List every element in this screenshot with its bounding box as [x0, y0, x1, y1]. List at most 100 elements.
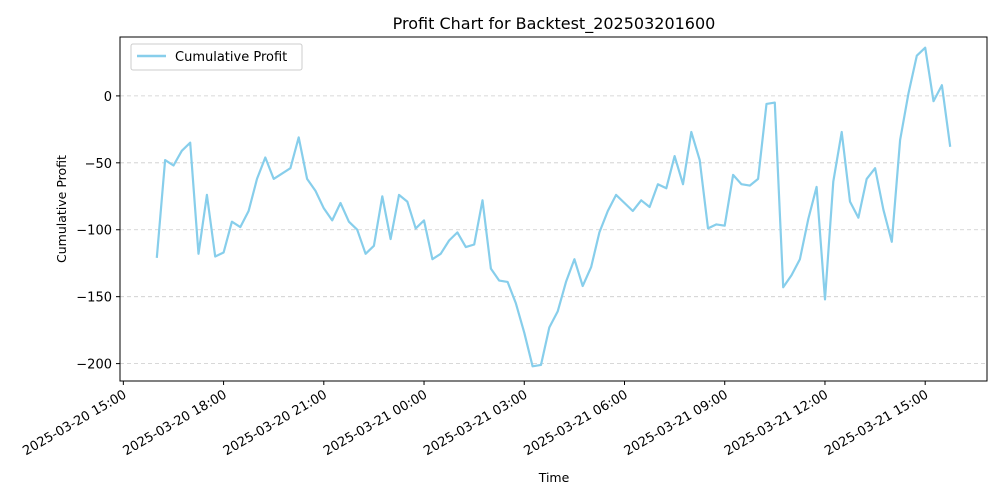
- data-point: [816, 186, 818, 188]
- data-point: [431, 258, 433, 260]
- data-point: [315, 190, 317, 192]
- plot-frame: [119, 36, 988, 382]
- data-point: [256, 178, 258, 180]
- data-point: [824, 298, 826, 300]
- grid-lines: [120, 95, 987, 364]
- data-point: [766, 103, 768, 105]
- data-point: [365, 253, 367, 255]
- data-point: [949, 146, 951, 148]
- data-point: [381, 195, 383, 197]
- data-point: [231, 221, 233, 223]
- data-point: [682, 183, 684, 185]
- data-point: [406, 201, 408, 203]
- data-point: [548, 327, 550, 329]
- data-point: [707, 227, 709, 229]
- data-point: [273, 178, 275, 180]
- data-point: [590, 266, 592, 268]
- data-point: [573, 258, 575, 260]
- data-point: [757, 178, 759, 180]
- data-point: [248, 210, 250, 212]
- x-tick-label: 2025-03-21 09:00: [622, 387, 731, 459]
- data-point: [440, 253, 442, 255]
- legend-box: [130, 43, 303, 71]
- data-point: [482, 199, 484, 201]
- data-point: [398, 194, 400, 196]
- data-point: [774, 102, 776, 104]
- data-point: [882, 209, 884, 211]
- series-line: [155, 46, 952, 368]
- data-point: [632, 210, 634, 212]
- data-point: [908, 92, 910, 94]
- data-point: [156, 257, 158, 259]
- data-point: [724, 225, 726, 227]
- data-point: [690, 131, 692, 133]
- y-tick-label: −50: [85, 157, 112, 172]
- data-point: [239, 226, 241, 228]
- x-tick-label: 2025-03-21 15:00: [822, 387, 931, 459]
- y-axis-label: Cumulative Profit: [54, 155, 69, 263]
- data-point: [523, 332, 525, 334]
- y-axis: 0 −50 −100 −150 −200: [76, 90, 120, 373]
- data-point: [198, 253, 200, 255]
- data-point: [189, 142, 191, 144]
- data-point: [289, 167, 291, 169]
- data-point: [181, 150, 183, 152]
- data-point: [899, 139, 901, 141]
- data-point: [924, 47, 926, 49]
- data-point: [373, 245, 375, 247]
- x-tick-label: 2025-03-21 12:00: [722, 387, 831, 459]
- data-point: [532, 365, 534, 367]
- x-tick-label: 2025-03-21 06:00: [522, 387, 631, 459]
- data-point: [348, 221, 350, 223]
- data-point: [649, 206, 651, 208]
- data-point: [415, 227, 417, 229]
- y-tick-label: −200: [76, 358, 112, 373]
- data-point: [465, 246, 467, 248]
- data-point: [557, 310, 559, 312]
- data-point: [674, 155, 676, 157]
- data-point: [448, 240, 450, 242]
- data-point: [832, 181, 834, 183]
- data-point: [565, 281, 567, 283]
- x-axis-label: Time: [538, 470, 570, 485]
- series-layer: [155, 46, 952, 368]
- data-point: [515, 302, 517, 304]
- data-point: [740, 183, 742, 185]
- data-point: [173, 165, 175, 167]
- data-point: [264, 157, 266, 159]
- x-tick-label: 2025-03-21 03:00: [421, 387, 530, 459]
- data-point: [323, 207, 325, 209]
- data-point: [582, 285, 584, 287]
- data-point: [715, 223, 717, 225]
- data-point: [423, 219, 425, 221]
- data-point: [498, 280, 500, 282]
- data-point: [807, 218, 809, 220]
- y-tick-label: −100: [76, 224, 112, 239]
- data-point: [941, 84, 943, 86]
- data-point: [933, 100, 935, 102]
- data-point: [891, 241, 893, 243]
- data-point: [306, 178, 308, 180]
- data-point: [607, 210, 609, 212]
- data-point: [340, 202, 342, 204]
- x-tick-label: 2025-03-20 15:00: [20, 387, 129, 459]
- x-tick-label: 2025-03-20 21:00: [221, 387, 330, 459]
- data-point: [791, 274, 793, 276]
- data-point: [874, 167, 876, 169]
- x-tick-label: 2025-03-20 18:00: [121, 387, 230, 459]
- x-tick-label: 2025-03-21 00:00: [321, 387, 430, 459]
- data-point: [657, 183, 659, 185]
- data-point: [624, 202, 626, 204]
- data-point: [849, 201, 851, 203]
- data-point: [598, 231, 600, 233]
- data-point: [390, 238, 392, 240]
- chart-title: Profit Chart for Backtest_202503201600: [393, 14, 716, 34]
- data-point: [857, 217, 859, 219]
- data-point: [507, 281, 509, 283]
- data-point: [206, 194, 208, 196]
- data-point: [916, 55, 918, 57]
- data-point: [164, 159, 166, 161]
- data-point: [699, 159, 701, 161]
